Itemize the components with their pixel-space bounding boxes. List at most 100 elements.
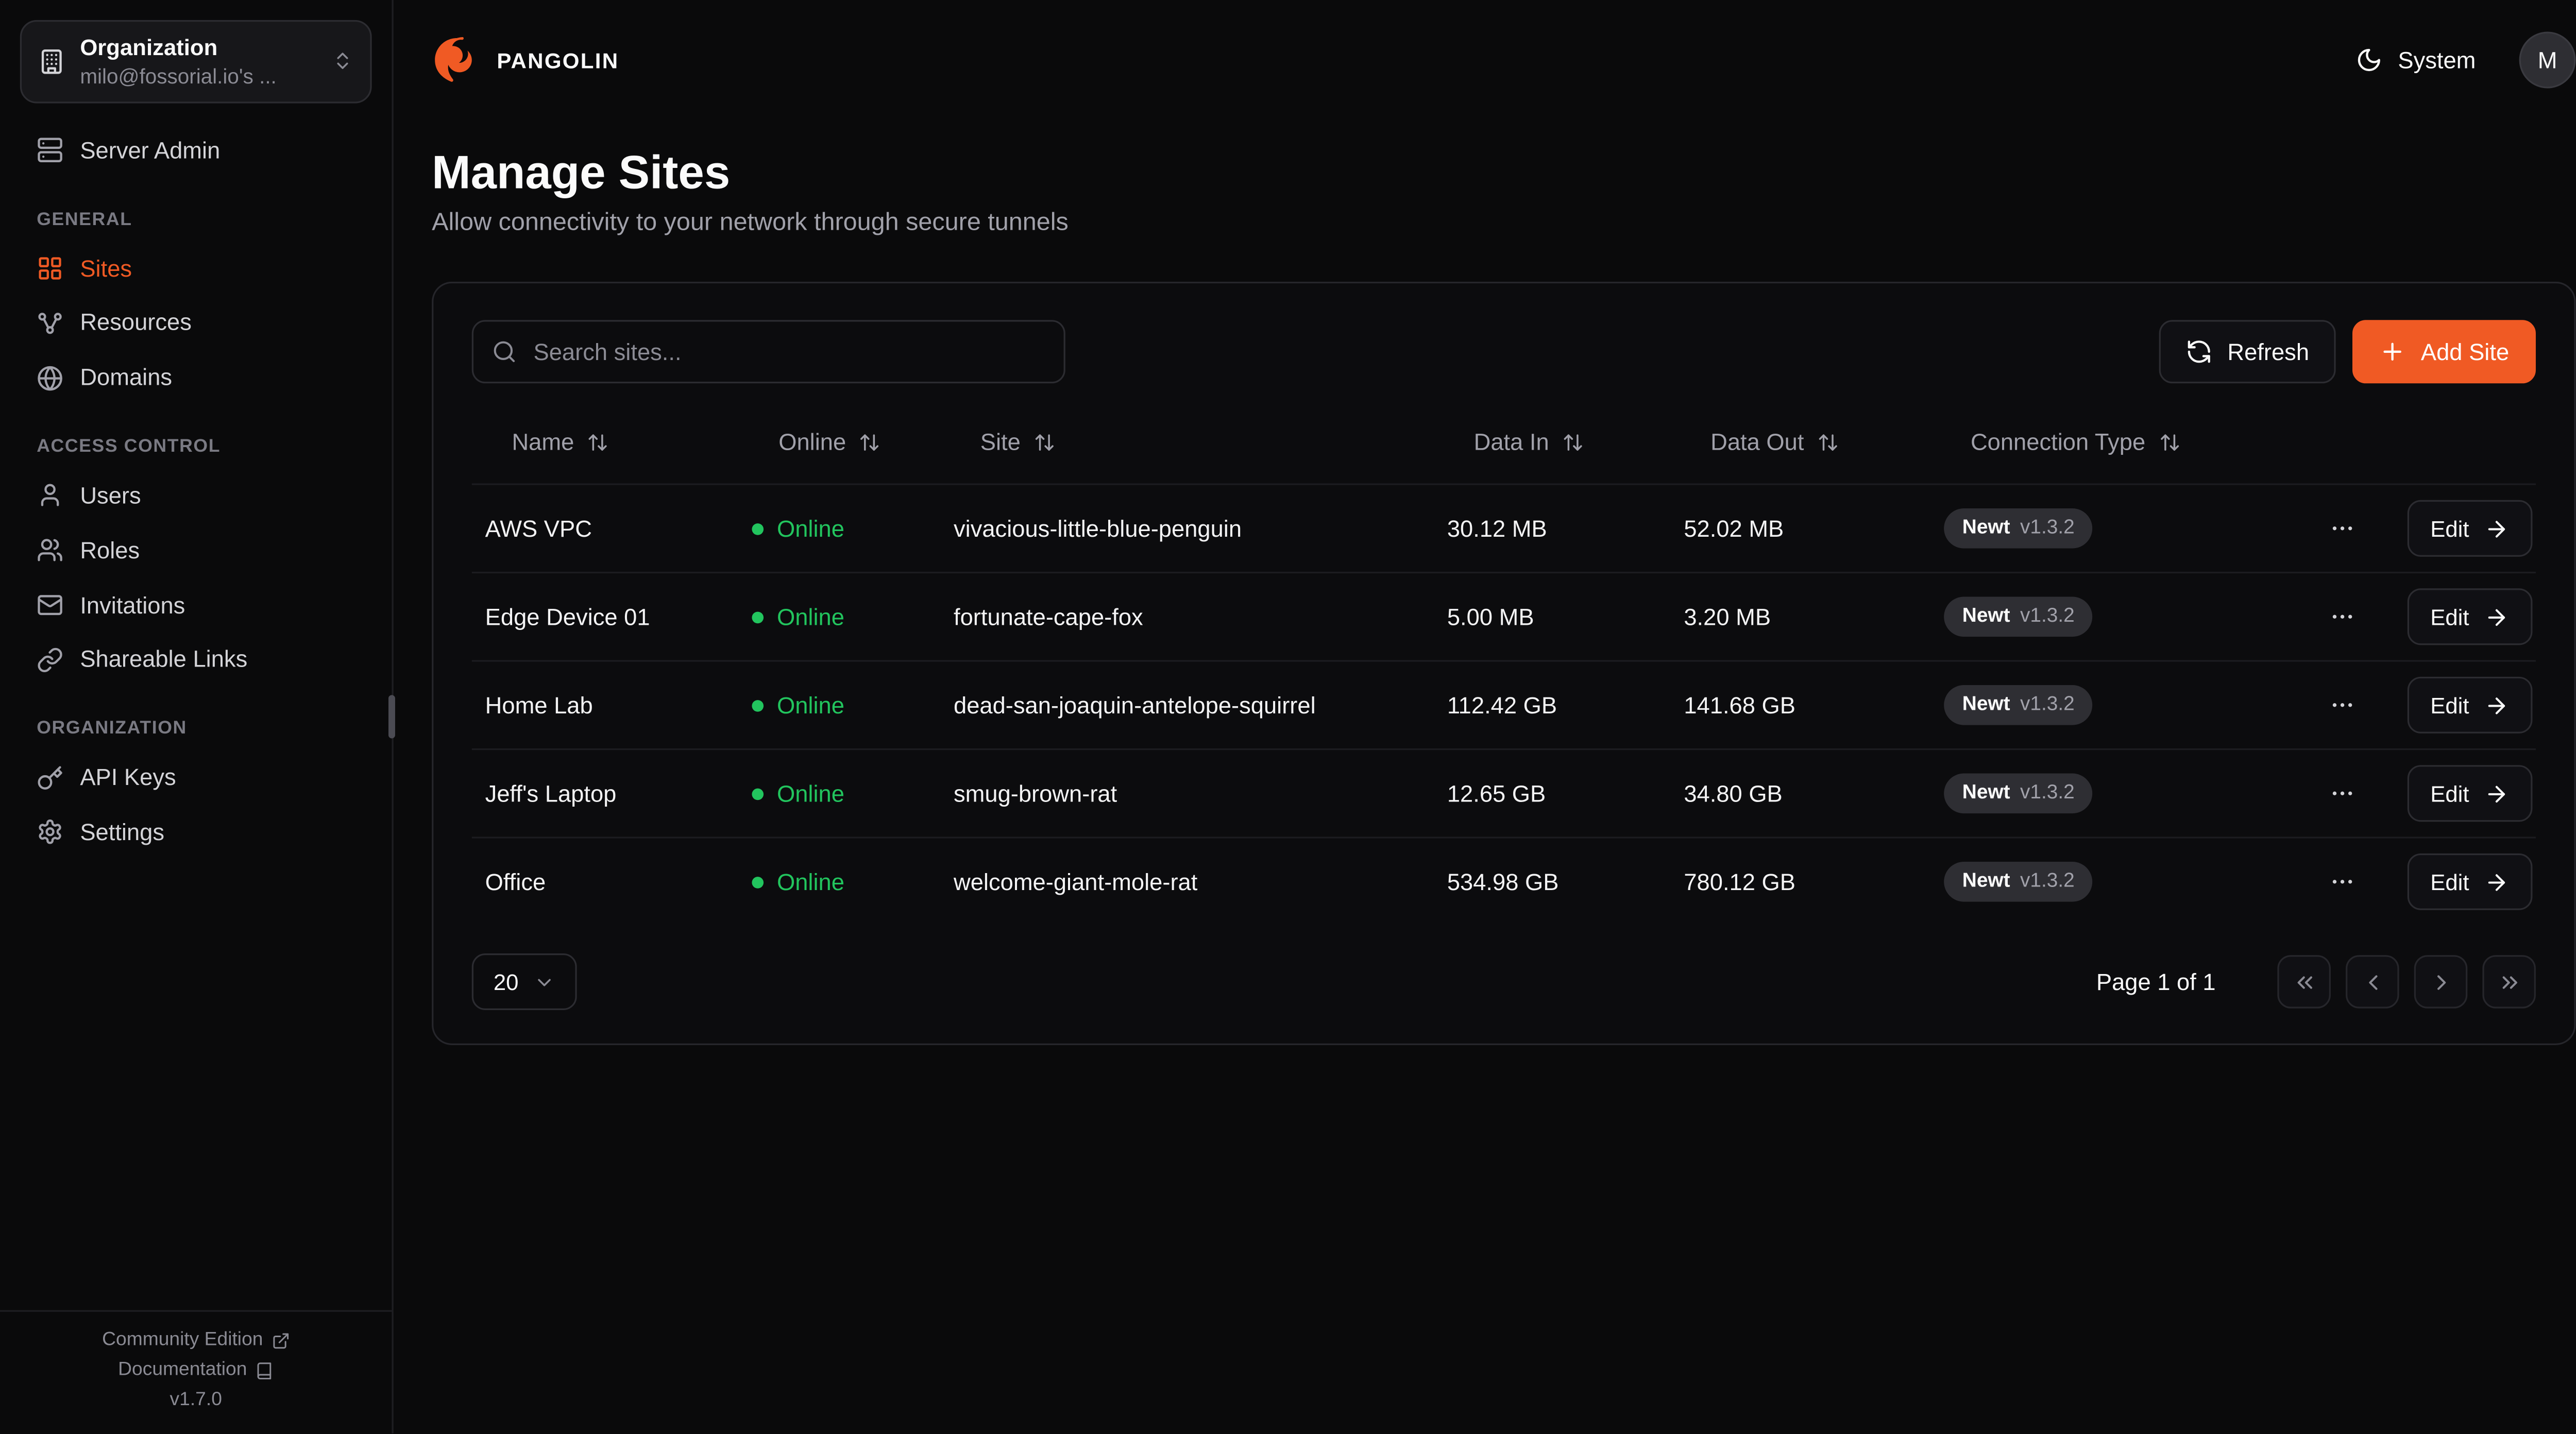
column-label: Name: [512, 428, 574, 455]
column-header-name[interactable]: Name: [512, 429, 609, 455]
sidebar-item-users[interactable]: Users: [20, 468, 372, 523]
add-site-label: Add Site: [2420, 338, 2510, 365]
page-indicator: Page 1 of 1: [2096, 968, 2216, 995]
prev-page-button[interactable]: [2346, 955, 2399, 1009]
sidebar-item-roles[interactable]: Roles: [20, 523, 372, 577]
column-header-connection-type[interactable]: Connection Type: [1971, 429, 2180, 455]
sidebar-item-invitations[interactable]: Invitations: [20, 578, 372, 633]
online-label: Online: [776, 868, 844, 895]
page-content: Manage Sites Allow connectivity to your …: [394, 120, 2576, 1045]
chevron-down-icon: [534, 971, 555, 993]
page-size-select[interactable]: 20: [471, 953, 577, 1011]
row-actions-button[interactable]: [2323, 862, 2363, 902]
site-name: AWS VPC: [485, 515, 592, 542]
connection-type-name: Newt: [1962, 515, 2010, 539]
first-page-button[interactable]: [2277, 955, 2331, 1009]
column-header-online[interactable]: Online: [778, 429, 881, 455]
site-name: Home Lab: [485, 691, 593, 719]
page-subtitle: Allow connectivity to your network throu…: [432, 208, 1069, 237]
community-edition-link[interactable]: Community Edition: [102, 1331, 290, 1351]
edit-button[interactable]: Edit: [2406, 500, 2533, 557]
connection-type-cell: Newt v1.3.2: [1930, 685, 2296, 725]
version-label: v1.7.0: [170, 1391, 222, 1411]
pagination: Page 1 of 1: [2096, 955, 2536, 1009]
sidebar-item-server-admin[interactable]: Server Admin: [20, 123, 372, 178]
data-in-value: 534.98 GB: [1447, 868, 1559, 895]
column-label: Online: [778, 428, 846, 455]
row-actions-button[interactable]: [2323, 685, 2363, 725]
connection-type-cell: Newt v1.3.2: [1930, 774, 2296, 813]
book-icon: [256, 1361, 274, 1380]
site-name: Edge Device 01: [485, 603, 650, 630]
edit-button[interactable]: Edit: [2406, 588, 2533, 645]
documentation-label: Documentation: [118, 1360, 247, 1381]
sidebar-item-label: Invitations: [80, 591, 185, 618]
edit-label: Edit: [2430, 869, 2469, 895]
ellipsis-icon: [2329, 868, 2356, 895]
theme-toggle-button[interactable]: System: [2346, 45, 2486, 75]
server-icon: [37, 137, 63, 164]
connection-type-cell: Newt v1.3.2: [1930, 597, 2296, 637]
add-site-button[interactable]: Add Site: [2352, 320, 2536, 384]
data-out-value: 780.12 GB: [1684, 868, 1795, 895]
edit-button[interactable]: Edit: [2406, 853, 2533, 910]
sort-icon: [1817, 431, 1839, 453]
org-title: Organization: [80, 35, 218, 60]
connection-type-version: v1.3.2: [2020, 868, 2075, 892]
site-slug: smug-brown-rat: [953, 780, 1117, 807]
data-out-value: 3.20 MB: [1684, 603, 1771, 630]
avatar-initial: M: [2537, 46, 2557, 74]
table-row: Home Lab Online dead-san-joaquin-antelop…: [471, 660, 2536, 748]
sidebar-item-resources[interactable]: Resources: [20, 296, 372, 350]
online-dot-icon: [752, 610, 764, 623]
sidebar-item-settings[interactable]: Settings: [20, 805, 372, 860]
site-name: Office: [485, 868, 546, 895]
column-header-site[interactable]: Site: [980, 429, 1056, 455]
sidebar: Organization milo@fossorial.io's ... Ser…: [0, 0, 394, 1434]
sidebar-item-api-keys[interactable]: API Keys: [20, 750, 372, 805]
column-header-data-in[interactable]: Data In: [1474, 429, 1584, 455]
brand: PANGOLIN: [432, 35, 619, 85]
data-in-value: 12.65 GB: [1447, 780, 1546, 807]
column-header-data-out[interactable]: Data Out: [1710, 429, 1839, 455]
avatar[interactable]: M: [2519, 31, 2576, 89]
org-selector[interactable]: Organization milo@fossorial.io's ...: [20, 20, 372, 103]
ellipsis-icon: [2329, 780, 2356, 807]
gear-icon: [37, 819, 63, 846]
data-in-value: 30.12 MB: [1447, 515, 1547, 542]
sidebar-footer: Community Edition Documentation v1.7.0: [0, 1310, 392, 1434]
last-page-button[interactable]: [2482, 955, 2536, 1009]
row-actions-button[interactable]: [2323, 774, 2363, 814]
section-label-access-control: ACCESS CONTROL: [37, 436, 221, 457]
online-status: Online: [739, 515, 941, 542]
edit-button[interactable]: Edit: [2406, 765, 2533, 822]
connection-type-version: v1.3.2: [2020, 780, 2075, 804]
pangolin-logo-icon: [432, 35, 482, 85]
documentation-link[interactable]: Documentation: [118, 1361, 274, 1381]
sidebar-item-label: API Keys: [80, 763, 176, 791]
next-page-button[interactable]: [2414, 955, 2468, 1009]
site-slug: welcome-giant-mole-rat: [953, 868, 1198, 895]
online-status: Online: [739, 868, 941, 895]
row-actions-button[interactable]: [2323, 596, 2363, 637]
table-row: Edge Device 01 Online fortunate-cape-fox…: [471, 571, 2536, 660]
sidebar-item-label: Server Admin: [80, 136, 221, 163]
edit-label: Edit: [2430, 781, 2469, 806]
column-label: Data In: [1473, 428, 1549, 455]
sidebar-resize-handle[interactable]: [388, 695, 395, 739]
plus-icon: [2379, 338, 2406, 365]
row-actions-button[interactable]: [2323, 508, 2363, 549]
grid-icon: [37, 255, 63, 282]
refresh-button[interactable]: Refresh: [2159, 320, 2336, 384]
edit-button[interactable]: Edit: [2406, 676, 2533, 733]
chevron-right-icon: [2428, 969, 2453, 995]
sidebar-item-domains[interactable]: Domains: [20, 350, 372, 405]
sort-icon: [2159, 431, 2180, 453]
connection-type-badge: Newt v1.3.2: [1944, 597, 2093, 637]
building-icon: [38, 48, 65, 75]
sidebar-item-shareable-links[interactable]: Shareable Links: [20, 633, 372, 687]
search-input[interactable]: [471, 320, 1065, 384]
chevrons-left-icon: [2292, 969, 2317, 995]
connection-type-badge: Newt v1.3.2: [1944, 862, 2093, 902]
sidebar-item-sites[interactable]: Sites: [20, 241, 372, 296]
